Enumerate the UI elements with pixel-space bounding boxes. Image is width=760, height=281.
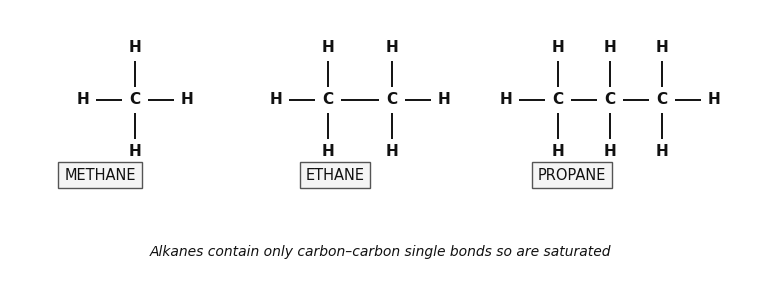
Text: H: H [552, 40, 565, 56]
Text: H: H [552, 144, 565, 160]
Text: PROPANE: PROPANE [538, 167, 606, 182]
Text: H: H [603, 144, 616, 160]
Text: H: H [321, 144, 334, 160]
Text: H: H [128, 144, 141, 160]
Text: Alkanes contain only carbon–carbon single bonds so are saturated: Alkanes contain only carbon–carbon singl… [149, 245, 611, 259]
Text: C: C [657, 92, 667, 108]
Text: ETHANE: ETHANE [306, 167, 365, 182]
Text: METHANE: METHANE [65, 167, 136, 182]
Text: H: H [499, 92, 512, 108]
Text: H: H [77, 92, 90, 108]
Text: H: H [438, 92, 451, 108]
Text: H: H [708, 92, 720, 108]
Text: C: C [129, 92, 141, 108]
Text: H: H [321, 40, 334, 56]
Text: H: H [656, 40, 668, 56]
Text: C: C [386, 92, 397, 108]
Text: H: H [385, 144, 398, 160]
Text: C: C [322, 92, 334, 108]
Text: H: H [385, 40, 398, 56]
Text: H: H [270, 92, 283, 108]
Text: H: H [603, 40, 616, 56]
Text: H: H [128, 40, 141, 56]
Text: H: H [181, 92, 193, 108]
Text: C: C [604, 92, 616, 108]
Text: C: C [553, 92, 564, 108]
Text: H: H [656, 144, 668, 160]
